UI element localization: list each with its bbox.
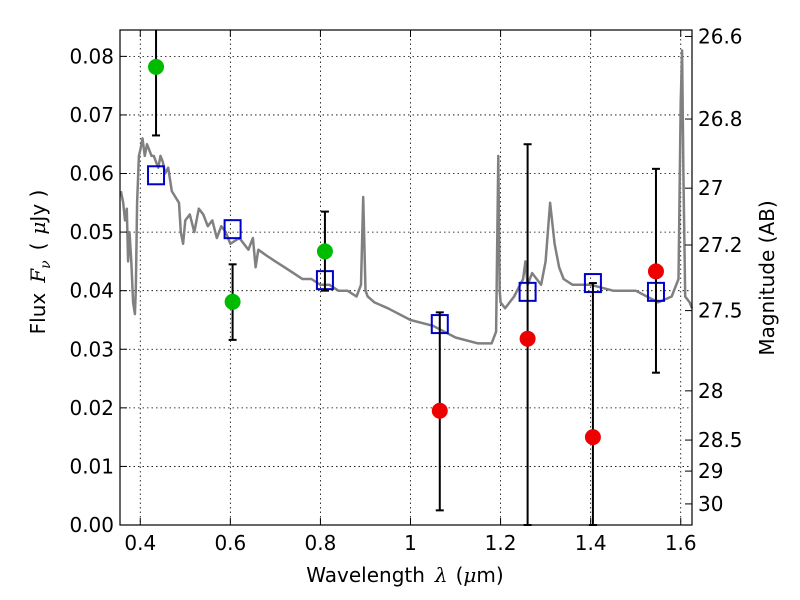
detection-point <box>148 58 165 75</box>
model-square-marker <box>147 165 166 186</box>
x-tick-label: 0.6 <box>214 531 246 555</box>
nondetection-point <box>647 263 664 280</box>
x-tick-label: 0.4 <box>124 531 156 555</box>
y-tick-label: 0.07 <box>69 103 114 127</box>
y-tick-label: 0.00 <box>69 513 114 537</box>
error-bars-group <box>152 30 660 526</box>
ticks-group: 0.4 0.6 0.8 1 1.2 1.4 1.6 0.00 0.01 0.02 0.03 0.04 0… <box>69 24 742 555</box>
x-axis-title-prefix: Wavelength <box>306 563 425 587</box>
y2-tick-label: 29 <box>698 459 723 483</box>
x-tick-label: 1.6 <box>665 531 697 555</box>
x-tick-label: 0.8 <box>305 531 337 555</box>
x-axis-title-unit-rest: m) <box>476 563 503 587</box>
y-tick-label: 0.04 <box>69 279 114 303</box>
y-axis-title-unit-rest: Jy ) <box>26 190 50 224</box>
spectrum-group <box>119 49 694 345</box>
y-tick-label: 0.05 <box>69 220 114 244</box>
measurements-group <box>148 58 664 446</box>
x-axis-title: Wavelength λ (μm) <box>306 563 503 587</box>
nondetection-point <box>584 429 601 446</box>
nondetection-point <box>519 330 536 347</box>
plot-frame-group <box>119 29 693 526</box>
model-square-marker <box>223 219 242 240</box>
x-tick-label: 1.2 <box>485 531 517 555</box>
x-tick-label: 1 <box>404 531 417 555</box>
nondetection-point <box>431 402 448 419</box>
y2-tick-label: 28.5 <box>698 428 743 452</box>
y-axis-title-symbol: F <box>26 268 50 284</box>
y2-axis-title: Magnitude (AB) <box>755 200 779 355</box>
x-axis-title-unit-mu: μ <box>463 563 476 587</box>
x-axis-title-symbol: λ <box>434 563 448 587</box>
y-axis-title-unit-open: ( <box>26 243 50 251</box>
y-tick-label: 0.06 <box>69 162 114 186</box>
y2-tick-label: 27.2 <box>698 233 743 257</box>
y-axis-title-unit-mu: μ <box>26 222 50 235</box>
y2-tick-label: 27 <box>698 176 723 200</box>
y2-tick-label: 26.6 <box>698 24 743 48</box>
spectrum-line <box>119 49 694 345</box>
y-tick-label: 0.08 <box>69 44 114 68</box>
y-axis-title-prefix: Flux <box>26 293 50 335</box>
detection-point <box>224 293 241 310</box>
y-tick-label: 0.02 <box>69 396 114 420</box>
y-axis-title-subscript: ν <box>38 260 54 269</box>
y2-tick-label: 28 <box>698 379 723 403</box>
grid <box>120 30 692 526</box>
y2-tick-label: 30 <box>698 492 723 516</box>
y2-tick-label: 26.8 <box>698 107 743 131</box>
detection-point <box>316 243 333 260</box>
plot-frame <box>119 29 693 526</box>
x-tick-label: 1.4 <box>575 531 607 555</box>
x-axis-title-unit-open: ( <box>456 563 464 587</box>
model-band-flux-group <box>147 165 665 335</box>
y-axis-title: Flux Fν ( μJy ) <box>26 190 54 335</box>
y2-tick-label: 27.5 <box>698 299 743 323</box>
y-tick-label: 0.01 <box>69 454 114 478</box>
y-tick-label: 0.03 <box>69 337 114 361</box>
